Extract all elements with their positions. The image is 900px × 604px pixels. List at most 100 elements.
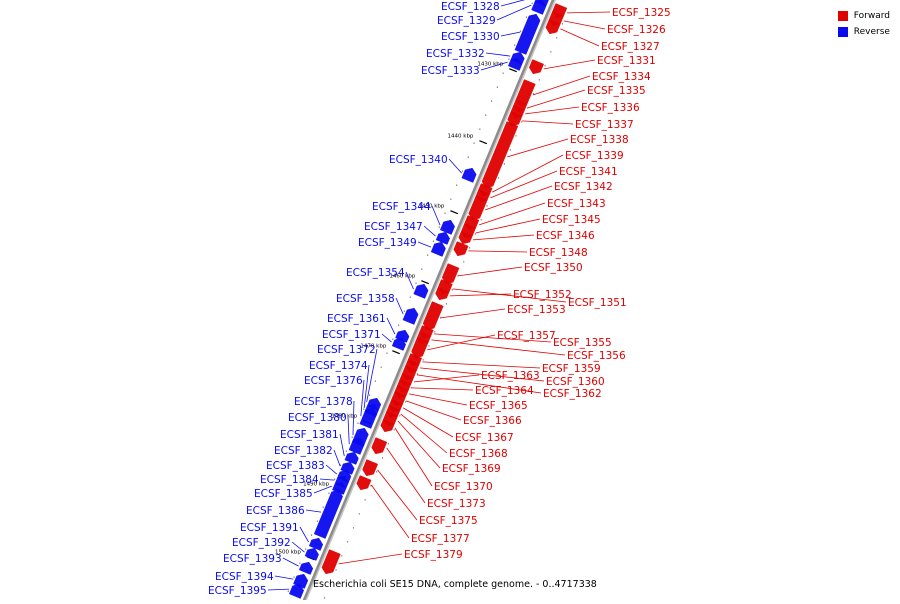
gene-label: ECSF_1379: [404, 549, 463, 561]
gene-label: ECSF_1344: [372, 201, 431, 213]
gene-arrow: [362, 459, 379, 477]
minor-tick: [387, 443, 389, 445]
backbone-shadow: [302, 0, 556, 604]
minor-tick: [450, 198, 452, 200]
gene-label: ECSF_1330: [441, 31, 500, 43]
gene-arrow: [321, 549, 341, 575]
minor-tick: [480, 219, 482, 221]
gene-leader: [492, 154, 564, 193]
gene-leader: [333, 449, 341, 467]
minor-tick: [556, 37, 558, 39]
gene-label: ECSF_1358: [336, 293, 395, 305]
gene-label: ECSF_1365: [469, 400, 528, 412]
minor-tick: [428, 345, 430, 347]
gene-leader: [507, 138, 569, 158]
minor-tick: [398, 324, 400, 326]
gene-label: ECSF_1335: [587, 85, 646, 97]
gene-leader: [567, 11, 611, 14]
gene-label: ECSF_1372: [317, 344, 376, 356]
gene-label: ECSF_1352: [513, 289, 572, 301]
gene-leader: [525, 106, 580, 115]
gene-arrow: [514, 13, 541, 55]
gene-arrow: [402, 307, 419, 325]
gene-label: ECSF_1345: [542, 214, 601, 226]
minor-tick: [474, 233, 477, 235]
gene-label: ECSF_1341: [559, 166, 618, 178]
legend-forward-label: Forward: [853, 11, 890, 21]
gene-label: ECSF_1347: [364, 221, 423, 233]
gene-label: ECSF_1386: [246, 505, 305, 517]
gene-arrow: [359, 407, 377, 429]
minor-tick: [409, 296, 411, 298]
gene-leader: [299, 526, 309, 543]
gene-leader: [423, 225, 436, 237]
gene-label: ECSF_1370: [434, 481, 493, 493]
gene-label: ECSF_1334: [592, 71, 651, 83]
minor-tick: [299, 562, 301, 564]
minor-tick: [521, 121, 523, 123]
minor-tick: [538, 79, 540, 81]
gene-label: ECSF_1385: [254, 488, 313, 500]
minor-tick: [422, 359, 424, 361]
minor-tick: [370, 485, 372, 487]
minor-tick: [380, 366, 382, 368]
gene-arrow: [435, 231, 450, 245]
gene-arrow: [528, 59, 544, 75]
gene-label: ECSF_1325: [612, 7, 671, 19]
minor-tick: [358, 513, 360, 515]
gene-leader: [366, 348, 378, 403]
gene-leader: [319, 478, 335, 481]
gene-arrow: [391, 337, 407, 351]
gene-arrow: [439, 219, 455, 235]
gene-leader: [360, 379, 365, 417]
minor-tick: [323, 597, 326, 599]
minor-tick: [432, 240, 435, 242]
backbone-line: [301, 0, 555, 604]
gene-label: ECSF_1382: [274, 445, 333, 457]
minor-tick: [415, 282, 417, 284]
minor-tick: [310, 534, 313, 536]
tick-label: 1490 kbp: [303, 482, 329, 488]
gene-leader: [431, 339, 566, 356]
minor-tick: [509, 149, 511, 151]
gene-leader: [267, 588, 290, 591]
gene-leader: [448, 158, 462, 174]
gene-leader: [563, 20, 606, 30]
minor-tick: [363, 408, 365, 410]
genome-caption: Escherichia coli SE15 DNA, complete geno…: [313, 579, 597, 590]
minor-tick: [341, 555, 343, 557]
gene-arrow: [531, 0, 547, 15]
minor-tick: [473, 142, 475, 144]
gene-label: ECSF_1368: [449, 448, 508, 460]
gene-label: ECSF_1375: [419, 515, 478, 527]
gene-label: ECSF_1337: [575, 119, 634, 131]
gene-leader: [352, 400, 355, 436]
gene-leader: [419, 367, 545, 382]
minor-tick: [544, 65, 546, 67]
minor-tick: [381, 457, 384, 459]
gene-label: ECSF_1348: [529, 247, 588, 259]
gene-label: ECSF_1346: [536, 230, 595, 242]
minor-tick: [498, 177, 500, 179]
legend-reverse-swatch: [837, 27, 848, 37]
gene-label: ECSF_1328: [441, 1, 500, 13]
minor-tick: [335, 569, 337, 571]
minor-tick: [514, 44, 516, 46]
minor-tick: [467, 156, 469, 158]
gene-label: ECSF_1338: [570, 134, 629, 146]
gene-label: ECSF_1331: [597, 55, 656, 67]
minor-tick: [461, 170, 464, 172]
gene-leader: [377, 469, 418, 521]
minor-tick: [405, 401, 407, 403]
gene-arrow: [430, 241, 446, 257]
gene-label: ECSF_1369: [442, 463, 501, 475]
gene-leader: [405, 271, 414, 290]
gene-leader: [475, 218, 541, 234]
gene-leader: [282, 557, 299, 567]
legend: Forward Reverse: [837, 8, 890, 40]
gene-arrow: [344, 451, 359, 465]
minor-tick: [293, 576, 295, 578]
minor-tick: [329, 583, 331, 585]
